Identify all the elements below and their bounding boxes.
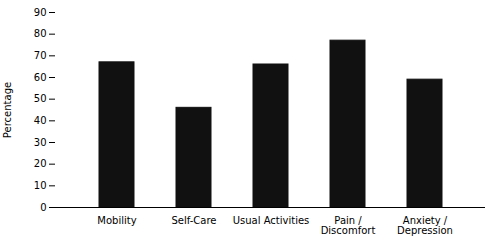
svg-text:80: 80 xyxy=(34,28,47,39)
svg-text:Self-Care: Self-Care xyxy=(171,215,216,226)
svg-text:20: 20 xyxy=(34,158,47,169)
svg-text:Pain /Discomfort: Pain /Discomfort xyxy=(321,215,376,236)
svg-text:60: 60 xyxy=(34,72,47,83)
svg-text:0: 0 xyxy=(40,202,46,213)
svg-text:50: 50 xyxy=(34,93,47,104)
svg-text:90: 90 xyxy=(34,7,47,18)
svg-text:Usual Activities: Usual Activities xyxy=(233,215,310,226)
svg-text:Percentage: Percentage xyxy=(2,82,13,138)
svg-text:70: 70 xyxy=(34,50,47,61)
svg-text:Anxiety /Depression: Anxiety /Depression xyxy=(397,215,453,236)
svg-text:30: 30 xyxy=(34,137,47,148)
svg-text:10: 10 xyxy=(34,180,47,191)
svg-text:Mobility: Mobility xyxy=(97,215,136,226)
svg-text:40: 40 xyxy=(34,115,47,126)
